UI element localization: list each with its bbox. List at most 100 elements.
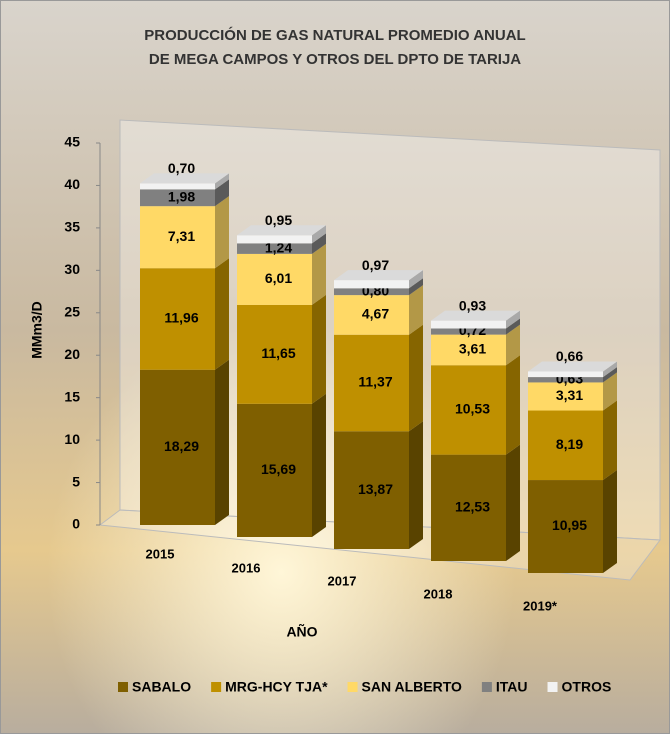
bar-side	[409, 285, 423, 335]
bar-side	[603, 361, 617, 378]
y-tick-label: 5	[72, 473, 80, 489]
y-tick-label: 0	[72, 516, 80, 532]
value-label: 1,98	[168, 188, 195, 204]
value-label: 11,96	[164, 310, 198, 326]
bar-side	[603, 367, 617, 383]
bar-side	[506, 318, 520, 335]
y-tick-label: 35	[64, 219, 80, 235]
y-tick-label: 30	[64, 261, 80, 277]
bar-side	[215, 196, 229, 269]
value-label: 0,66	[556, 348, 583, 364]
bar-side	[603, 470, 617, 573]
legend-swatch	[547, 682, 558, 692]
value-label: 6,01	[265, 270, 292, 286]
value-label: 13,87	[358, 481, 393, 497]
legend-label: ITAU	[496, 679, 528, 695]
legend-label: MRG-HCY TJA*	[225, 679, 328, 695]
bar-side	[506, 310, 520, 329]
bar-side	[312, 233, 326, 254]
bar-side	[506, 324, 520, 366]
value-label: 12,53	[455, 499, 490, 515]
bar-segment	[431, 334, 506, 366]
bar-top	[237, 225, 326, 236]
bar-segment	[237, 235, 312, 244]
value-label: 15,69	[261, 461, 296, 477]
bar-segment	[334, 334, 409, 432]
value-label: 11,37	[358, 374, 392, 390]
bar-segment	[237, 253, 312, 305]
bar-segment	[140, 206, 215, 269]
bar-segment	[431, 454, 506, 561]
bar-side	[215, 359, 229, 525]
bar-side	[312, 243, 326, 305]
bar-side	[312, 393, 326, 537]
bar-segment	[528, 371, 603, 378]
bar-segment	[431, 320, 506, 329]
value-label: 10,53	[455, 401, 490, 417]
bar-side	[603, 400, 617, 481]
value-label: 10,95	[552, 517, 587, 533]
y-tick-label: 45	[64, 134, 80, 150]
bar-top	[528, 361, 617, 372]
y-tick-label: 15	[64, 388, 80, 404]
chart-title: PRODUCCIÓN DE GAS NATURAL PROMEDIO ANUAL	[144, 26, 525, 44]
bar-top	[334, 270, 423, 281]
value-label: 3,31	[556, 387, 583, 403]
bar-segment	[334, 288, 409, 296]
bar-segment	[237, 243, 312, 254]
bar-side	[506, 355, 520, 455]
bar-segment	[140, 268, 215, 370]
bar-side	[409, 324, 423, 432]
x-tick-label: 2016	[232, 560, 261, 575]
value-label: 0,93	[459, 297, 486, 313]
bar-segment	[334, 431, 409, 549]
value-label: 4,67	[362, 306, 389, 322]
bar-side	[215, 179, 229, 207]
bar-side	[409, 278, 423, 296]
legend-swatch	[118, 682, 128, 692]
value-label: 0,97	[362, 257, 389, 273]
x-tick-label: 2019*	[523, 598, 558, 613]
y-tick-label: 10	[64, 431, 80, 447]
bar-top	[431, 310, 520, 321]
x-axis-label: AÑO	[286, 623, 317, 640]
legend-label: OTROS	[562, 679, 612, 695]
bar-segment	[431, 365, 506, 455]
legend-swatch	[211, 682, 222, 692]
value-label: 0,70	[168, 160, 195, 176]
bar-side	[506, 444, 520, 561]
value-label: 0,95	[265, 212, 292, 228]
x-tick-label: 2018	[424, 586, 453, 601]
bar-segment	[237, 304, 312, 404]
legend-swatch	[347, 682, 358, 692]
bar-side	[409, 421, 423, 549]
bar-segment	[334, 280, 409, 289]
bar-segment	[431, 328, 506, 335]
y-tick-label: 20	[64, 346, 80, 362]
legend-label: SABALO	[132, 679, 191, 695]
bar-side	[312, 294, 326, 404]
chart-title: DE MEGA CAMPOS Y OTROS DEL DPTO DE TARIJ…	[149, 51, 521, 68]
value-label: 3,61	[459, 341, 486, 357]
y-axis-label: MMm3/D	[29, 301, 45, 359]
bar-segment	[528, 377, 603, 383]
bar-top	[140, 173, 229, 184]
bar-side	[312, 225, 326, 244]
bar-side	[603, 372, 617, 411]
y-tick-label: 25	[64, 303, 80, 319]
legend-swatch	[481, 682, 492, 692]
value-label: 18,29	[164, 438, 199, 454]
bar-side	[409, 270, 423, 289]
bar-side	[215, 258, 229, 370]
y-tick-label: 40	[64, 176, 80, 192]
legend-label: SAN ALBERTO	[362, 679, 462, 695]
bar-segment	[334, 295, 409, 335]
bar-segment	[528, 480, 603, 573]
bar-segment	[140, 189, 215, 207]
bar-segment	[528, 382, 603, 411]
value-label: 11,65	[261, 345, 295, 361]
bar-segment	[528, 410, 603, 481]
bar-segment	[140, 183, 215, 190]
x-tick-label: 2017	[328, 573, 357, 588]
